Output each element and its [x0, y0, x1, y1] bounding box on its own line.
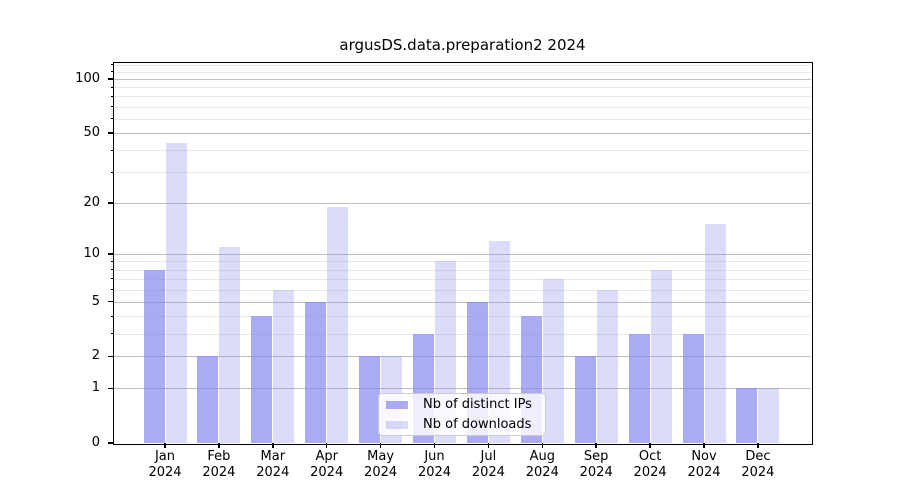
bar-distinct-ips-Sep [574, 356, 596, 443]
legend: Nb of distinct IPs Nb of downloads [378, 393, 546, 436]
gridline-minor-60 [114, 118, 811, 120]
gridline-minor-8 [114, 269, 811, 271]
x-tick-Dec [757, 443, 759, 448]
legend-label-downloads: Nb of downloads [423, 417, 532, 432]
y-tick-20 [108, 202, 114, 204]
y-tick-10 [108, 253, 114, 255]
bar-downloads-Jul [488, 240, 510, 443]
x-tick-label-Nov: Nov 2024 [687, 449, 721, 480]
gridline-minor-120 [114, 64, 811, 66]
gridline-major-1 [114, 388, 811, 390]
bar-distinct-ips-Apr [305, 301, 327, 443]
x-tick-label-Mar: Mar 2024 [256, 449, 290, 480]
x-tick-Jun [433, 443, 436, 448]
x-tick-label-Oct: Oct 2024 [633, 449, 667, 480]
x-tick-label-Dec: Dec 2024 [741, 449, 775, 480]
legend-label-distinct-ips: Nb of distinct IPs [423, 397, 532, 412]
bar-downloads-Nov [704, 224, 726, 443]
bar-distinct-ips-Jan [143, 269, 165, 443]
gridline-minor-70 [114, 106, 811, 108]
x-tick-Apr [325, 443, 328, 448]
gridline-minor-40 [114, 150, 811, 152]
bar-distinct-ips-Feb [197, 356, 219, 443]
x-tick-Sep [595, 443, 597, 448]
gridline-minor-9 [114, 261, 811, 263]
gridline-minor-90 [114, 87, 811, 89]
bar-distinct-ips-Dec [736, 388, 758, 443]
x-tick-label-Jul: Jul 2024 [471, 449, 505, 480]
bar-distinct-ips-Nov [682, 333, 704, 443]
gridline-major-2 [114, 356, 811, 358]
chart-title: argusDS.data.preparation2 2024 [339, 36, 586, 54]
gridline-minor-30 [114, 172, 811, 174]
gridline-minor-4 [114, 316, 811, 318]
y-tick-label-1: 1 [91, 380, 100, 396]
x-tick-label-May: May 2024 [364, 449, 398, 480]
x-tick-Jul [487, 443, 490, 448]
x-tick-Aug [541, 443, 544, 448]
x-tick-Nov [703, 443, 705, 448]
y-tick-label-2: 2 [91, 348, 100, 364]
x-tick-Mar [272, 443, 274, 448]
y-tick-label-100: 100 [75, 71, 100, 86]
y-tick-5 [108, 300, 114, 303]
bar-downloads-Oct [650, 269, 672, 443]
y-tick-label-10: 10 [83, 245, 100, 261]
x-tick-label-Sep: Sep 2024 [579, 449, 613, 480]
bar-distinct-ips-May [359, 356, 381, 443]
x-tick-label-Apr: Apr 2024 [310, 449, 344, 480]
plot-area: Nb of distinct IPs Nb of downloads [114, 63, 811, 443]
bar-distinct-ips-Mar [251, 316, 273, 443]
x-tick-label-Aug: Aug 2024 [525, 449, 559, 480]
gridline-major-100 [114, 79, 811, 80]
bar-downloads-Jan [165, 142, 187, 443]
bar-downloads-Apr [327, 206, 349, 443]
bar-downloads-Dec [758, 388, 780, 443]
y-tick-0 [108, 442, 114, 444]
gridline-minor-3 [114, 333, 811, 335]
legend-item-downloads: Nb of downloads [379, 417, 545, 433]
y-tick-2 [108, 355, 114, 358]
bar-downloads-Sep [596, 289, 618, 443]
y-tick-label-5: 5 [91, 293, 100, 309]
gridline-minor-6 [114, 289, 811, 291]
x-tick-label-Jun: Jun 2024 [417, 449, 452, 480]
x-tick-label-Feb: Feb 2024 [202, 449, 236, 480]
gridline-major-10 [114, 253, 811, 255]
x-tick-Oct [649, 443, 651, 448]
x-tick-Jan [164, 443, 166, 448]
y-tick-1 [108, 387, 114, 390]
gridline-major-50 [114, 132, 811, 134]
bar-downloads-Aug [542, 278, 564, 443]
bar-downloads-Feb [219, 247, 241, 443]
gridline-minor-110 [114, 71, 811, 73]
gridline-major-20 [114, 202, 811, 204]
y-tick-100 [108, 78, 114, 80]
y-tick-label-50: 50 [83, 124, 100, 140]
x-tick-May [379, 443, 382, 448]
x-tick-label-Jan: Jan 2024 [148, 449, 182, 480]
x-tick-Feb [218, 443, 220, 448]
legend-swatch-distinct-ips [386, 400, 408, 409]
y-tick-label-20: 20 [83, 194, 100, 210]
y-tick-label-0: 0 [91, 435, 100, 450]
bar-distinct-ips-Oct [628, 333, 650, 443]
legend-item-distinct-ips: Nb of distinct IPs [379, 397, 545, 413]
y-tick-50 [108, 132, 114, 134]
gridline-major-5 [114, 301, 811, 303]
gridline-minor-7 [114, 278, 811, 280]
legend-swatch-downloads [386, 420, 408, 429]
gridline-minor-80 [114, 96, 811, 98]
bar-downloads-Mar [273, 289, 295, 443]
